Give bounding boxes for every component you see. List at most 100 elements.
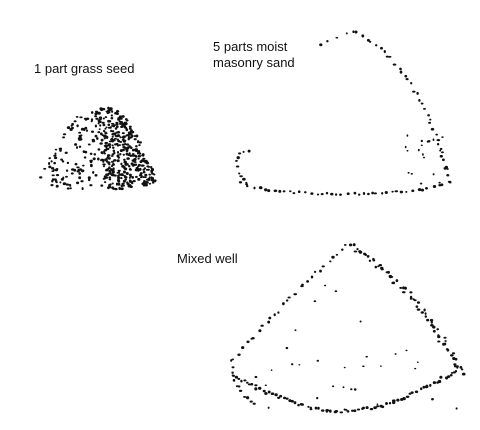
sand-dot [353,191,357,195]
sand-label-line-1: 5 parts moist [213,39,288,54]
mixed-dot [368,259,372,263]
sand-dot [418,98,421,102]
sand-dot [399,67,402,71]
seed-dot [55,181,58,184]
seed-dot [125,128,129,132]
seed-dot [94,112,98,116]
mixed-dot [353,243,356,246]
seed-dot [105,160,109,163]
mixed-dot [376,405,380,408]
mixed-dot [356,408,361,411]
seed-dot [48,157,51,160]
seed-dot [73,168,77,172]
seed-dot [145,161,150,165]
seed-dot [59,181,62,184]
sand-dot [446,168,449,170]
seed-dot [107,157,111,160]
sand-dot [399,70,403,74]
grass-seed-pile [39,106,157,191]
seed-dot [103,137,106,140]
seed-dot [75,146,79,149]
mixed-dot [268,316,272,320]
seed-dot [152,180,155,184]
seed-dot [121,184,126,187]
mixed-dot [372,257,375,261]
sand-dot [358,193,361,196]
sand-dot [361,34,365,38]
mixed-dot [450,371,454,374]
seed-dot [62,182,67,186]
mixed-dot [294,329,297,332]
mixed-dot [240,379,243,383]
seed-dot [112,124,116,128]
mixed-dot [442,342,446,346]
mixed-dot [416,301,421,304]
seed-dot [105,132,108,135]
seed-dot [146,165,150,168]
mixed-dot [339,411,344,414]
mixed-dot [459,366,463,369]
seed-dot [76,181,80,185]
seed-dot [131,176,135,179]
sand-dot [399,190,404,194]
mixed-dot [385,401,388,406]
mixed-dot [317,406,320,410]
mixed-dot [277,311,280,314]
sand-dot [422,156,426,159]
mixed-dot [396,398,400,402]
seed-dot [74,143,78,146]
sand-dot [264,188,268,192]
sand-dot [410,172,413,175]
sand-dot [446,174,450,177]
mixed-dot [432,325,436,329]
mixed-well-label: Mixed well [177,251,238,266]
sand-dot [247,149,251,153]
mixed-dot [254,387,258,391]
mixed-dot [395,279,399,283]
mixed-dot [246,340,250,344]
sand-dot [366,38,370,42]
mixed-dot [230,359,233,362]
sand-dot [406,149,409,152]
seed-dot [138,141,142,144]
seed-dot [78,172,81,175]
mixed-dot [429,383,432,387]
seed-dot [127,131,130,135]
sand-dot [304,191,307,194]
seed-dot [50,184,54,187]
seed-dot [108,161,111,164]
seed-dot [111,144,114,147]
seed-dot [108,176,112,179]
seed-dot [77,137,81,140]
sand-dot [441,158,445,162]
seed-dot [134,149,138,153]
seed-dot [148,182,152,185]
mixed-dot [415,305,419,308]
seed-dot [90,163,93,167]
seed-dot [125,172,129,175]
mixed-dot [461,372,466,376]
seed-dot [137,177,141,181]
mixed-dot [444,340,447,342]
seed-dot [121,148,125,152]
seed-dot [125,134,128,137]
mixed-dot [231,366,235,369]
seed-dot [125,143,130,146]
mixed-dot [356,247,359,251]
mixed-dot [420,311,425,314]
seed-dot [102,123,106,127]
mixed-dot [331,385,335,388]
sand-dot [345,32,348,35]
seed-dot [55,174,60,177]
seed-dot [127,147,130,150]
seed-dot [111,130,115,133]
seed-dot [76,170,80,173]
mixed-dot [409,297,413,300]
seed-dot [82,164,85,167]
seed-dot [103,175,107,178]
mixed-dot [362,365,365,368]
seed-dot [100,132,103,136]
sand-dot [420,102,424,105]
mixed-dot [416,308,421,311]
mixed-dot [424,315,427,318]
